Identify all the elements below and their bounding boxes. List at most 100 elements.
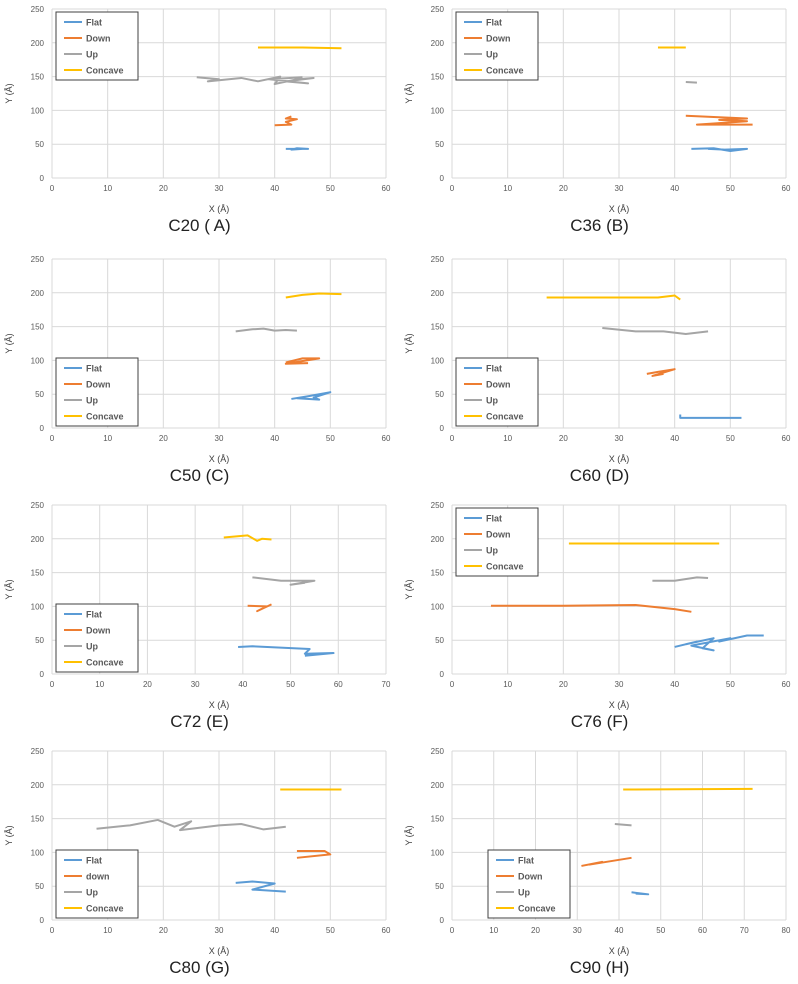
series-line-down <box>581 856 632 867</box>
legend-label: Concave <box>86 412 124 422</box>
x-tick-label: 40 <box>615 926 624 935</box>
x-tick-label: 30 <box>573 926 582 935</box>
legend-box <box>455 507 539 577</box>
y-tick-label: 200 <box>431 781 445 790</box>
y-tick-label: 100 <box>31 106 45 115</box>
x-tick-label: 20 <box>159 184 168 193</box>
y-axis-label: Y (Å) <box>4 825 14 845</box>
x-tick-label: 20 <box>159 926 168 935</box>
x-tick-label: 30 <box>215 184 224 193</box>
y-tick-label: 150 <box>31 323 45 332</box>
chart-panel: 0 50 100 150 200 250 0 10 20 30 40 50 60 X (Å) Y (Å) Fl… <box>400 0 798 242</box>
y-tick-label: 250 <box>31 747 45 756</box>
legend: Flat Down Up Concave <box>455 357 539 427</box>
x-axis-label: X (Å) <box>209 700 230 710</box>
legend-label: Concave <box>486 66 524 76</box>
legend-label: Concave <box>86 658 124 668</box>
x-tick-label: 10 <box>103 434 112 443</box>
y-tick-label: 200 <box>431 289 445 298</box>
y-tick-label: 250 <box>431 747 445 756</box>
y-tick-label: 150 <box>431 815 445 824</box>
x-tick-label: 30 <box>215 434 224 443</box>
y-tick-label: 50 <box>35 390 44 399</box>
x-tick-label: 10 <box>503 434 512 443</box>
chart-caption: C60 (D) <box>569 466 630 485</box>
x-tick-label: 30 <box>615 184 624 193</box>
legend-label: Up <box>486 546 498 556</box>
y-tick-label: 0 <box>440 916 445 925</box>
legend-label: Concave <box>486 412 524 422</box>
y-tick-label: 250 <box>31 501 45 510</box>
series-line-down <box>274 115 298 127</box>
y-tick-label: 250 <box>31 255 45 264</box>
legend-label: Up <box>86 888 98 898</box>
series-line-flat <box>679 414 742 419</box>
y-tick-label: 250 <box>431 5 445 14</box>
legend-label: Down <box>86 626 111 636</box>
x-tick-label: 40 <box>670 680 679 689</box>
x-tick-label: 60 <box>382 184 391 193</box>
x-tick-label: 0 <box>50 926 55 935</box>
legend-label: down <box>86 872 110 882</box>
x-tick-label: 0 <box>50 184 55 193</box>
chart-svg: 0 50 100 150 200 250 0 10 20 30 40 50 60 X (Å) Y (Å) Fl… <box>404 255 791 464</box>
legend-label: Down <box>486 380 511 390</box>
y-tick-label: 150 <box>431 73 445 82</box>
chart-svg: 0 50 100 150 200 250 0 10 20 30 40 50 60 X (Å) Y (Å) Fl… <box>4 255 391 464</box>
y-tick-label: 0 <box>40 174 45 183</box>
series-line-up <box>614 823 632 827</box>
y-tick-label: 100 <box>31 356 45 365</box>
legend-box <box>487 849 571 919</box>
y-tick-label: 200 <box>431 39 445 48</box>
legend-label: Down <box>86 34 111 44</box>
x-tick-label: 60 <box>782 434 791 443</box>
x-tick-label: 0 <box>450 184 455 193</box>
chart-panel: 0 50 100 150 200 250 0 10 20 30 40 50 60 X (Å) Y (Å) Fl… <box>0 0 399 242</box>
x-tick-label: 40 <box>270 926 279 935</box>
y-tick-label: 200 <box>31 781 45 790</box>
series-line-up <box>652 576 709 582</box>
chart-svg: 0 50 100 150 200 250 0 10 20 30 40 50 60 70 X (Å) Y (Å)… <box>4 501 391 710</box>
x-tick-label: 0 <box>450 926 455 935</box>
chart-svg: 0 50 100 150 200 250 0 10 20 30 40 50 60 X (Å) Y (Å) Fl… <box>4 747 391 956</box>
x-tick-label: 40 <box>270 434 279 443</box>
chart-svg: 0 50 100 150 200 250 0 10 20 30 40 50 60 70 80 X (Å) Y (… <box>404 747 791 956</box>
chart-caption: C36 (B) <box>570 216 629 235</box>
legend-label: Down <box>86 380 111 390</box>
y-tick-label: 100 <box>431 356 445 365</box>
y-tick-label: 0 <box>440 174 445 183</box>
x-tick-label: 30 <box>615 434 624 443</box>
legend-label: Concave <box>86 66 124 76</box>
x-tick-label: 50 <box>726 184 735 193</box>
series-line-up <box>602 326 709 336</box>
x-tick-label: 10 <box>103 926 112 935</box>
y-tick-label: 150 <box>431 569 445 578</box>
x-axis-label: X (Å) <box>209 454 230 464</box>
x-axis-label: X (Å) <box>209 204 230 214</box>
y-tick-label: 50 <box>35 882 44 891</box>
legend-label: Concave <box>86 904 124 914</box>
chart-panel: 0 50 100 150 200 250 0 10 20 30 40 50 60 X (Å) Y (Å) Fl… <box>0 250 399 492</box>
x-tick-label: 10 <box>489 926 498 935</box>
series-line-flat <box>291 391 332 401</box>
legend-label: Flat <box>86 18 102 28</box>
legend-label: Up <box>486 50 498 60</box>
legend-label: Down <box>518 872 543 882</box>
x-tick-label: 30 <box>615 680 624 689</box>
chart-caption: C20 ( A) <box>168 216 231 235</box>
series-line-up <box>196 75 315 86</box>
legend-label: Concave <box>518 904 556 914</box>
x-tick-label: 60 <box>782 184 791 193</box>
legend-label: Up <box>86 396 98 406</box>
legend-label: Flat <box>486 18 502 28</box>
chart-panel: 0 50 100 150 200 250 0 10 20 30 40 50 60 70 X (Å) Y (Å)… <box>0 496 399 738</box>
y-axis-label: Y (Å) <box>4 83 14 103</box>
y-tick-label: 200 <box>31 39 45 48</box>
x-tick-label: 50 <box>326 184 335 193</box>
x-tick-label: 60 <box>334 680 343 689</box>
series-line-down <box>646 368 676 377</box>
legend-label: Down <box>486 34 511 44</box>
y-tick-label: 50 <box>435 636 444 645</box>
x-axis-label: X (Å) <box>609 454 630 464</box>
